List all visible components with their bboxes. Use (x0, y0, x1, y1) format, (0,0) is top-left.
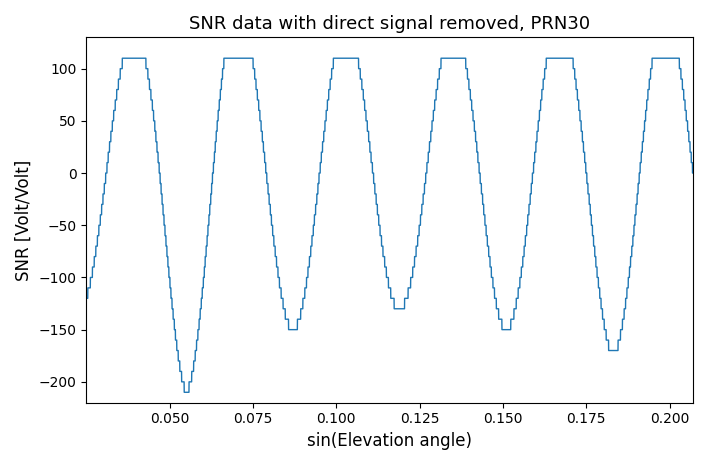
Title: SNR data with direct signal removed, PRN30: SNR data with direct signal removed, PRN… (189, 15, 590, 33)
X-axis label: sin(Elevation angle): sin(Elevation angle) (307, 432, 472, 450)
Y-axis label: SNR [Volt/Volt]: SNR [Volt/Volt] (15, 159, 33, 281)
